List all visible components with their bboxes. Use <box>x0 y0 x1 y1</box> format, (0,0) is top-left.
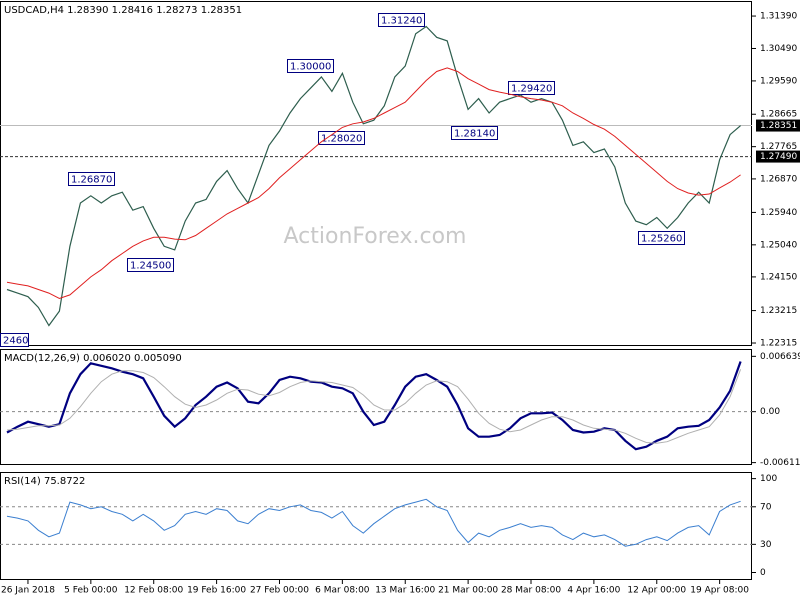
annotation-box <box>0 333 29 347</box>
x-tick-label: 19 Apr 08:00 <box>690 586 749 596</box>
annotation: 1.24500 <box>130 261 171 272</box>
y-tick-label: 100 <box>760 474 777 484</box>
price-label: 1.28351 <box>760 121 797 131</box>
macd-panel <box>0 349 752 465</box>
x-tick-label: 19 Feb 16:00 <box>187 586 246 596</box>
y-tick-label: 1.26870 <box>760 174 797 184</box>
y-tick-label: 0.006639 <box>760 352 800 362</box>
annotation-box <box>287 59 334 73</box>
rsi-panel <box>0 472 752 580</box>
x-tick-label: 4 Apr 16:00 <box>567 586 620 596</box>
y-tick-label: 1.25040 <box>760 240 797 250</box>
annotation-box <box>451 126 498 140</box>
y-tick-label: 1.25940 <box>760 208 797 218</box>
y-tick-label: 0 <box>760 568 766 578</box>
y-tick-label: 0.00 <box>760 407 780 417</box>
x-tick-label: 5 Feb 00:00 <box>64 586 118 596</box>
price-panel <box>0 1 752 346</box>
y-tick-label: 1.27765 <box>760 142 797 152</box>
series-line <box>6 25 741 327</box>
price-label: 1.27490 <box>760 152 797 162</box>
y-tick-label: 1.31390 <box>760 12 797 22</box>
annotation: 1.28020 <box>321 134 362 145</box>
y-tick-label: 30 <box>760 540 772 550</box>
price-title: USDCAD,H4 1.28390 1.28416 1.28273 1.2835… <box>4 5 242 16</box>
annotation: 1.30000 <box>290 62 331 73</box>
annotation: 1.31240 <box>381 16 422 27</box>
series-line <box>6 67 741 300</box>
y-tick-label: 70 <box>760 502 772 512</box>
rsi-title: RSI(14) 75.8722 <box>4 476 85 487</box>
annotation: 1.29420 <box>511 84 552 95</box>
y-tick-label: 1.29590 <box>760 76 797 86</box>
x-tick-label: 6 Mar 08:00 <box>315 586 370 596</box>
y-tick-label: 1.24150 <box>760 272 797 282</box>
y-tick-label: 1.28665 <box>760 110 797 120</box>
annotation: 1.28140 <box>454 129 495 140</box>
series-line <box>6 498 741 547</box>
annotation: 1.25260 <box>641 234 682 245</box>
x-tick-label: 13 Mar 16:00 <box>375 586 435 596</box>
annotation-box <box>68 172 115 186</box>
x-tick-label: 12 Apr 00:00 <box>627 586 686 596</box>
watermark: ActionForex.com <box>284 224 467 249</box>
y-tick-label: 1.23215 <box>760 306 797 316</box>
annotation-box <box>508 81 555 95</box>
annotation-box <box>638 231 685 245</box>
series-line <box>6 361 742 451</box>
x-tick-label: 26 Jan 2018 <box>1 586 55 596</box>
x-tick-label: 28 Mar 08:00 <box>501 586 561 596</box>
annotation-box <box>318 131 365 145</box>
series-line <box>6 369 742 444</box>
annotation: 2460 <box>3 336 28 347</box>
x-tick-label: 21 Mar 00:00 <box>438 586 498 596</box>
y-tick-label: 1.22315 <box>760 339 797 349</box>
annotation-box <box>378 13 425 27</box>
y-tick-label: -0.006114 <box>760 458 800 468</box>
x-tick-label: 27 Feb 00:00 <box>250 586 309 596</box>
price-label-box <box>756 150 800 163</box>
x-tick-label: 12 Feb 08:00 <box>124 586 183 596</box>
y-tick-label: 1.30490 <box>760 44 797 54</box>
price-label-box <box>756 119 800 132</box>
macd-title: MACD(12,26,9) 0.006020 0.005090 <box>4 353 182 364</box>
annotation: 1.26870 <box>71 175 112 186</box>
annotation-box <box>127 258 174 272</box>
